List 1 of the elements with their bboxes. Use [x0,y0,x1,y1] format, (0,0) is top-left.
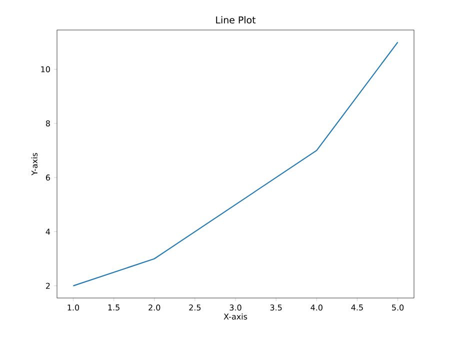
chart-title: Line Plot [216,16,256,24]
